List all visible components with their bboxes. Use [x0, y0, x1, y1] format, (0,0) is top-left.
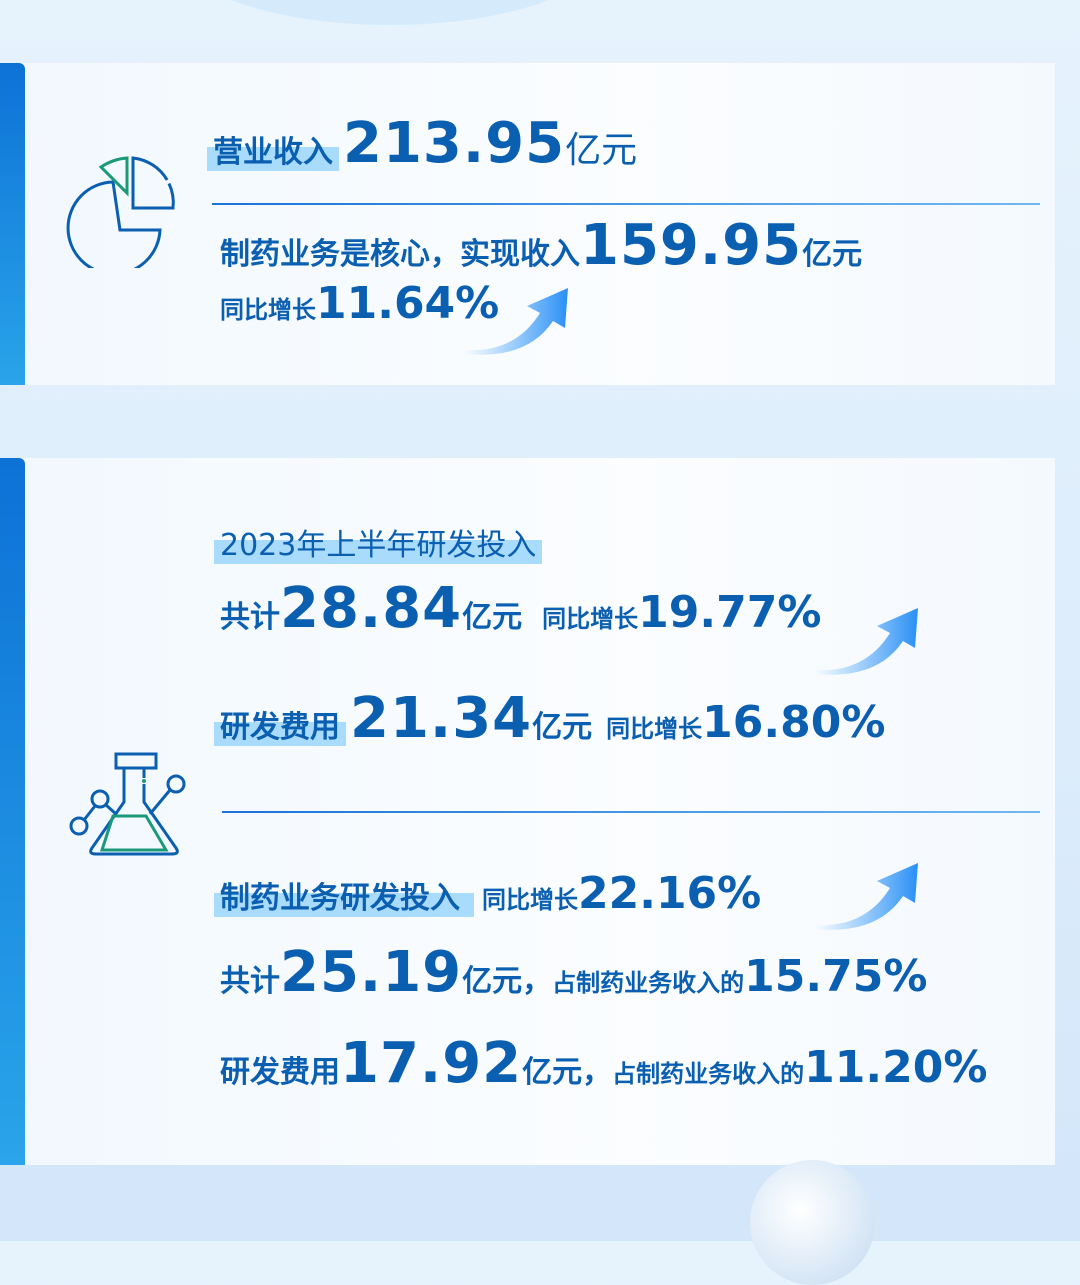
rd-title: 2023年上半年研发投入	[214, 520, 543, 564]
rd-total-line: 共计 28.84 亿元 同比增长 19.77%	[220, 576, 821, 641]
revenue-line: 营业收入 213.95 亿元	[207, 111, 637, 176]
pharma-line: 制药业务是核心，实现收入 159.95 亿元	[220, 213, 862, 278]
growth-label: 同比增长	[542, 605, 639, 633]
growth-label: 同比增长	[220, 296, 316, 324]
revenue-value: 213.95	[343, 111, 566, 176]
rd-title-line: 2023年上半年研发投入	[214, 520, 543, 564]
revenue-card: 营业收入 213.95 亿元 制药业务是核心，实现收入 159.95 亿元 同比…	[0, 63, 1055, 385]
unit: 亿元，	[462, 964, 553, 999]
rd-total-value: 28.84	[280, 576, 463, 641]
growth-label: 同比增长	[606, 715, 703, 743]
share-label: 占制药业务收入的	[552, 969, 745, 997]
arrow-up-right-icon	[815, 608, 918, 675]
card-accent-bar	[0, 63, 25, 385]
unit: 亿元，	[522, 1055, 613, 1090]
pharma-rd-expense-value: 17.92	[340, 1031, 523, 1096]
arrow-up-right-icon	[815, 863, 918, 930]
unit: 亿元	[462, 600, 523, 635]
revenue-unit: 亿元	[565, 130, 638, 171]
label: 共计	[220, 600, 280, 635]
growth-value: 16.80%	[702, 697, 886, 748]
card-accent-bar	[0, 458, 25, 1165]
pharma-rd-title: 制药业务研发投入	[214, 873, 474, 917]
unit: 亿元	[532, 710, 593, 745]
label: 研发费用	[214, 702, 346, 746]
arrow-up-right-icon	[465, 288, 568, 355]
pharma-prefix: 制药业务是核心，实现收入	[220, 237, 580, 272]
growth-value: 22.16%	[578, 868, 762, 919]
share-value: 11.20%	[804, 1042, 988, 1093]
label: 共计	[220, 964, 280, 999]
divider	[212, 203, 1040, 205]
growth-label: 同比增长	[482, 886, 578, 914]
share-value: 15.75%	[744, 951, 928, 1002]
decor-bubble	[750, 1160, 875, 1285]
pharma-rd-total-value: 25.19	[280, 940, 463, 1005]
rd-card: 2023年上半年研发投入 共计 28.84 亿元 同比增长 19.77% 研发费…	[0, 458, 1055, 1165]
growth-value: 11.64%	[316, 278, 500, 329]
rd-expense-value: 21.34	[350, 686, 533, 751]
rd-expense-line: 研发费用 21.34 亿元 同比增长 16.80%	[214, 686, 885, 751]
pharma-value: 159.95	[580, 213, 803, 278]
pharma-rd-total-line: 共计 25.19 亿元， 占制药业务收入的 15.75%	[220, 940, 927, 1005]
divider	[222, 811, 1040, 813]
pharma-rd-expense-line: 研发费用 17.92 亿元， 占制药业务收入的 11.20%	[220, 1031, 987, 1096]
flask-icon	[69, 752, 186, 856]
pharma-growth-line: 同比增长 11.64%	[220, 278, 499, 329]
pharma-unit: 亿元	[802, 237, 863, 272]
share-label: 占制药业务收入的	[612, 1060, 805, 1088]
label: 研发费用	[220, 1055, 340, 1090]
growth-value: 19.77%	[638, 587, 822, 638]
pie-chart-icon	[66, 156, 175, 268]
pharma-rd-title-line: 制药业务研发投入 同比增长 22.16%	[214, 868, 761, 919]
revenue-label: 营业收入	[207, 127, 339, 171]
decor-blob	[180, 0, 600, 25]
